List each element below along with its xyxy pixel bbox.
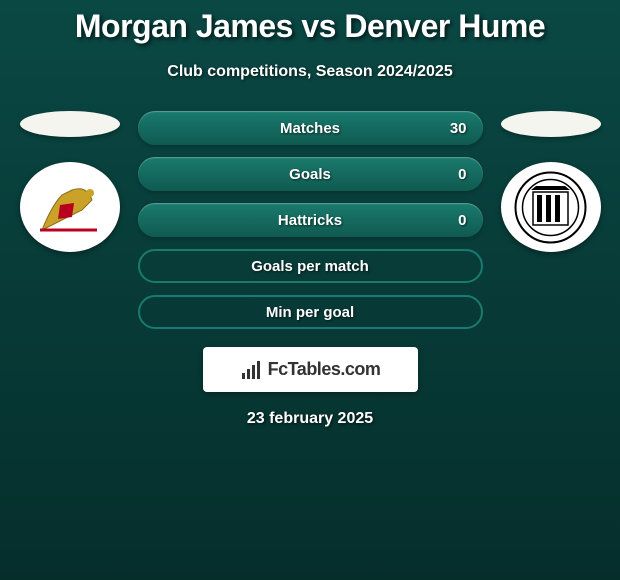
- stat-label: Matches: [280, 120, 340, 137]
- stat-label: Goals per match: [251, 258, 369, 275]
- stat-bar-min-per-goal: Min per goal: [138, 295, 483, 329]
- stat-value: 0: [458, 212, 466, 229]
- stat-bar-goals-per-match: Goals per match: [138, 249, 483, 283]
- footer-brand-text: FcTables.com: [268, 359, 381, 380]
- stats-column: Matches 30 Goals 0 Hattricks 0 Goals per…: [138, 111, 483, 329]
- footer-brand-badge: FcTables.com: [203, 347, 418, 392]
- flag-oval-left: [20, 111, 120, 137]
- page-subtitle: Club competitions, Season 2024/2025: [0, 63, 620, 81]
- team-left: [20, 111, 120, 252]
- club-badge-right: [501, 162, 601, 252]
- comparison-container: Morgan James vs Denver Hume Club competi…: [0, 0, 620, 428]
- stat-label: Hattricks: [278, 212, 342, 229]
- team-right: [501, 111, 601, 252]
- chart-icon: [240, 359, 262, 381]
- stat-label: Min per goal: [266, 304, 354, 321]
- stat-label: Goals: [289, 166, 331, 183]
- badge-left-logo: [32, 175, 107, 240]
- comparison-area: Matches 30 Goals 0 Hattricks 0 Goals per…: [0, 111, 620, 329]
- flag-oval-right: [501, 111, 601, 137]
- page-title: Morgan James vs Denver Hume: [0, 0, 620, 45]
- stat-value: 0: [458, 166, 466, 183]
- stat-bar-goals: Goals 0: [138, 157, 483, 191]
- stat-value: 30: [450, 120, 467, 137]
- club-badge-left: [20, 162, 120, 252]
- stat-bar-matches: Matches 30: [138, 111, 483, 145]
- badge-right-logo: [513, 170, 588, 245]
- footer-date: 23 february 2025: [0, 410, 620, 428]
- stat-bar-hattricks: Hattricks 0: [138, 203, 483, 237]
